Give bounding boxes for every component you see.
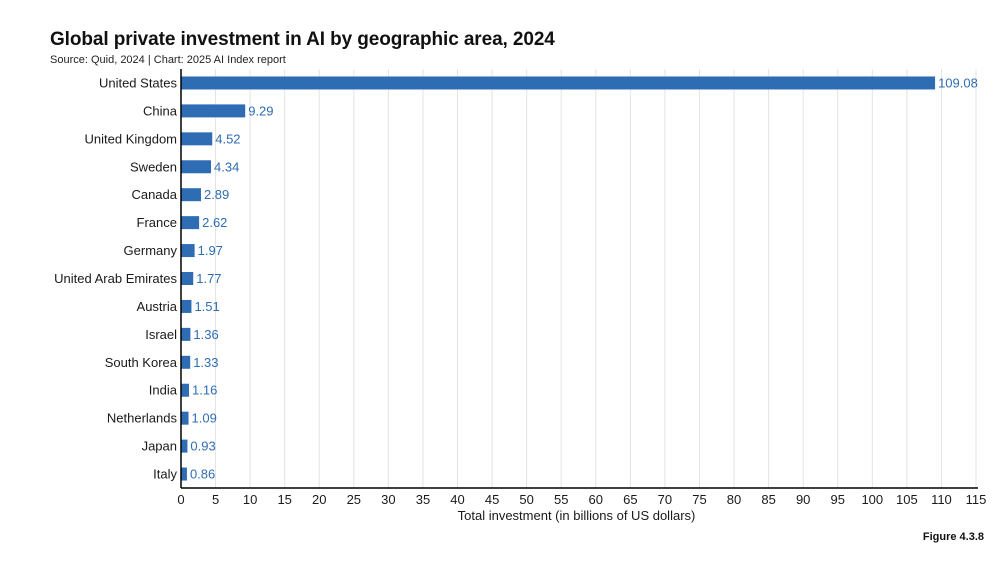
x-tick-label: 20 bbox=[312, 492, 326, 507]
x-tick-label: 10 bbox=[243, 492, 257, 507]
data-label: 2.62 bbox=[202, 215, 227, 230]
bar bbox=[181, 132, 213, 146]
category-label: Israel bbox=[145, 327, 177, 342]
x-tick-label: 40 bbox=[450, 492, 464, 507]
bar bbox=[181, 355, 191, 369]
bar bbox=[181, 327, 191, 341]
x-tick-label: 95 bbox=[831, 492, 845, 507]
category-label: Germany bbox=[124, 243, 178, 258]
x-tick-label: 70 bbox=[658, 492, 672, 507]
category-label: United Kingdom bbox=[85, 131, 178, 146]
category-label: Italy bbox=[153, 467, 177, 482]
x-tick-label: 0 bbox=[177, 492, 184, 507]
x-tick-label: 105 bbox=[896, 492, 918, 507]
data-label: 4.52 bbox=[215, 131, 240, 146]
data-label: 9.29 bbox=[248, 103, 273, 118]
bar bbox=[181, 411, 189, 425]
category-label: China bbox=[143, 103, 178, 118]
data-label: 2.89 bbox=[204, 187, 229, 202]
data-label: 0.86 bbox=[190, 467, 215, 482]
x-tick-label: 85 bbox=[761, 492, 775, 507]
category-label: United Arab Emirates bbox=[54, 271, 177, 286]
category-label: South Korea bbox=[105, 355, 178, 370]
x-tick-label: 90 bbox=[796, 492, 810, 507]
bar bbox=[181, 299, 192, 313]
category-label: India bbox=[149, 383, 178, 398]
x-tick-label: 30 bbox=[381, 492, 395, 507]
bar bbox=[181, 467, 187, 481]
category-label: Sweden bbox=[130, 159, 177, 174]
x-tick-label: 110 bbox=[931, 492, 952, 507]
bar bbox=[181, 216, 200, 230]
x-tick-label: 45 bbox=[485, 492, 499, 507]
bar bbox=[181, 383, 190, 397]
bar bbox=[181, 244, 195, 258]
data-label: 1.16 bbox=[192, 383, 217, 398]
data-label: 1.77 bbox=[196, 271, 221, 286]
category-label: Japan bbox=[142, 439, 177, 454]
chart-title: Global private investment in AI by geogr… bbox=[50, 29, 555, 50]
x-tick-label: 60 bbox=[589, 492, 603, 507]
data-label: 1.97 bbox=[198, 243, 223, 258]
chart-subtitle: Source: Quid, 2024 | Chart: 2025 AI Inde… bbox=[50, 54, 286, 66]
bar bbox=[181, 76, 936, 90]
data-label: 1.51 bbox=[194, 299, 219, 314]
x-tick-label: 35 bbox=[416, 492, 430, 507]
data-label: 1.36 bbox=[193, 327, 218, 342]
category-label: United States bbox=[99, 75, 178, 90]
x-tick-label: 25 bbox=[347, 492, 361, 507]
x-tick-label: 50 bbox=[519, 492, 533, 507]
bar bbox=[181, 104, 246, 118]
data-label: 1.09 bbox=[192, 411, 217, 426]
bar bbox=[181, 439, 188, 453]
bar bbox=[181, 160, 212, 174]
data-label: 1.33 bbox=[193, 355, 218, 370]
x-tick-label: 55 bbox=[554, 492, 568, 507]
data-label: 4.34 bbox=[214, 159, 239, 174]
x-axis-title: Total investment (in billions of US doll… bbox=[458, 508, 696, 523]
figure-label: Figure 4.3.8 bbox=[922, 531, 984, 543]
category-label: Netherlands bbox=[107, 411, 178, 426]
x-tick-label: 5 bbox=[212, 492, 219, 507]
category-label: Canada bbox=[131, 187, 177, 202]
x-tick-label: 65 bbox=[623, 492, 637, 507]
category-label: Austria bbox=[137, 299, 178, 314]
data-label: 109.08 bbox=[938, 75, 978, 90]
data-label: 0.93 bbox=[190, 439, 215, 454]
bar bbox=[181, 272, 194, 285]
bar bbox=[181, 188, 201, 202]
category-label: France bbox=[137, 215, 177, 230]
x-tick-label: 115 bbox=[966, 492, 987, 507]
x-tick-label: 15 bbox=[277, 492, 291, 507]
x-tick-label: 75 bbox=[692, 492, 706, 507]
x-tick-label: 80 bbox=[727, 492, 741, 507]
x-tick-label: 100 bbox=[861, 492, 883, 507]
